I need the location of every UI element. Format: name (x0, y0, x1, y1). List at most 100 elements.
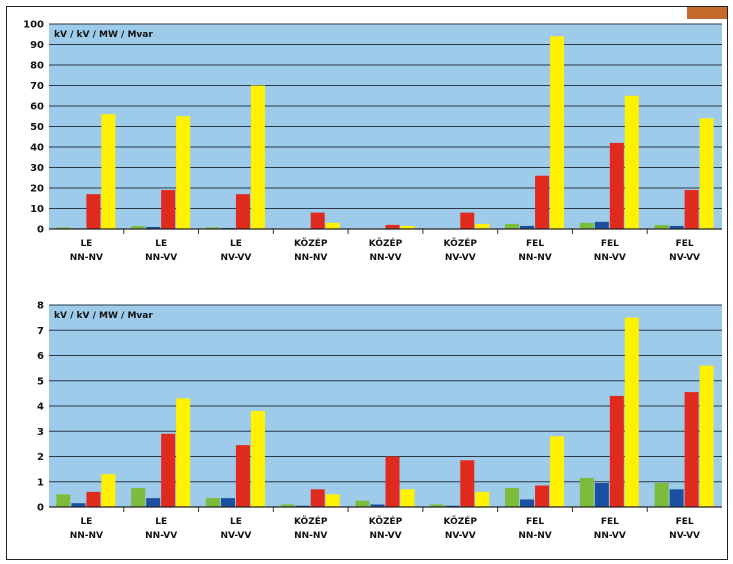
category-label-line1: FEL (601, 517, 619, 527)
y-tick-label: 2 (37, 452, 44, 463)
y-tick-label: 50 (30, 122, 44, 133)
bar-green-3 (205, 227, 220, 229)
bar-blue-7 (520, 225, 535, 229)
bar-red-4 (310, 489, 325, 507)
bar-yellow-7 (550, 436, 565, 507)
category-label-line1: LE (230, 239, 242, 249)
y-tick-label: 10 (30, 204, 44, 215)
bar-yellow-8 (624, 95, 639, 229)
bar-blue-2 (146, 226, 161, 229)
bar-red-2 (161, 190, 176, 229)
bar-yellow-1 (101, 474, 116, 507)
category-label-line2: NN-NV (294, 253, 327, 263)
bar-green-4 (280, 504, 295, 507)
chart-panel-1: 0 10 20 30 40 50 60 70 80 90 100 LE NN-NV LE NN-VV LE NV… (23, 20, 722, 263)
bar-green-9 (654, 483, 669, 507)
bar-green-2 (131, 488, 146, 507)
bar-green-8 (579, 477, 594, 507)
category-label-line1: FEL (601, 239, 619, 249)
figure-frame: 0 10 20 30 40 50 60 70 80 90 100 LE NN-NV LE NN-VV LE NV… (6, 6, 728, 560)
category-label-line2: NN-NV (70, 531, 103, 541)
bar-blue-6 (445, 505, 460, 507)
bar-yellow-6 (475, 223, 490, 229)
y-tick-label: 100 (23, 20, 44, 31)
bar-blue-8 (594, 483, 609, 507)
y-tick-label: 20 (30, 184, 44, 195)
y-tick-label: 1 (37, 477, 44, 488)
category-label-line1: LE (155, 239, 167, 249)
bar-blue-5 (370, 504, 385, 507)
category-label-line2: NV-VV (669, 253, 700, 263)
bar-yellow-9 (699, 365, 714, 507)
bar-red-7 (535, 175, 550, 229)
bar-yellow-7 (550, 36, 565, 229)
category-label-line2: NN-VV (369, 253, 401, 263)
bar-red-8 (609, 142, 624, 229)
category-label-line2: NN-VV (369, 531, 401, 541)
category-label-line2: NV-VV (445, 253, 476, 263)
category-label-line2: NN-VV (594, 531, 626, 541)
bar-yellow-4 (325, 494, 340, 507)
category-label-line1: LE (80, 239, 92, 249)
y-tick-label: 8 (37, 301, 44, 312)
bar-yellow-5 (400, 489, 415, 507)
unit-annotation: kV / kV / MW / Mvar (54, 311, 153, 321)
category-label-line2: NN-VV (594, 253, 626, 263)
bar-yellow-2 (176, 116, 191, 229)
bar-green-7 (505, 488, 520, 507)
y-tick-label: 40 (30, 143, 44, 154)
bar-red-5 (385, 224, 400, 229)
bar-yellow-1 (101, 114, 116, 229)
bar-blue-3 (220, 498, 235, 507)
y-tick-label: 0 (37, 503, 44, 514)
category-label-line1: LE (155, 517, 167, 527)
unit-annotation: kV / kV / MW / Mvar (54, 30, 153, 40)
category-label-line1: FEL (526, 517, 544, 527)
y-tick-label: 60 (30, 102, 44, 113)
category-label-line1: KÖZÉP (294, 237, 328, 249)
category-label-line2: NN-NV (518, 531, 551, 541)
category-label-line1: KÖZÉP (444, 515, 478, 527)
bar-blue-8 (594, 221, 609, 229)
bar-yellow-4 (325, 222, 340, 229)
bar-green-7 (505, 223, 520, 229)
bar-red-6 (460, 460, 475, 507)
bar-red-1 (86, 491, 101, 507)
category-label-line2: NV-VV (669, 531, 700, 541)
bar-red-9 (684, 392, 699, 507)
bar-red-1 (86, 194, 101, 229)
bar-blue-4 (295, 505, 310, 507)
y-tick-label: 90 (30, 40, 44, 51)
category-label-line2: NN-NV (518, 253, 551, 263)
bar-red-9 (684, 190, 699, 229)
y-tick-label: 0 (37, 225, 44, 236)
category-label-line2: NV-VV (221, 253, 252, 263)
category-label-line1: LE (80, 517, 92, 527)
bar-yellow-9 (699, 118, 714, 229)
category-label-line1: LE (230, 517, 242, 527)
category-label-line2: NN-NV (70, 253, 103, 263)
category-label-line2: NV-VV (221, 531, 252, 541)
bar-green-1 (56, 227, 71, 229)
bar-red-6 (460, 212, 475, 229)
y-tick-label: 4 (37, 402, 44, 413)
category-label-line2: NN-NV (294, 531, 327, 541)
bar-green-3 (205, 498, 220, 507)
bar-blue-7 (520, 499, 535, 507)
category-label-line1: KÖZÉP (444, 237, 478, 249)
bar-red-2 (161, 433, 176, 507)
category-label-line1: FEL (676, 239, 694, 249)
bar-red-5 (385, 456, 400, 507)
bar-green-6 (430, 504, 445, 507)
category-label-line1: FEL (526, 239, 544, 249)
y-tick-label: 6 (37, 351, 44, 362)
y-tick-label: 30 (30, 163, 44, 174)
bar-green-5 (355, 500, 370, 507)
bar-green-2 (131, 225, 146, 229)
category-label-line1: KÖZÉP (369, 237, 403, 249)
bar-green-1 (56, 494, 71, 507)
bar-yellow-8 (624, 317, 639, 507)
bar-yellow-6 (475, 491, 490, 507)
category-label-line1: KÖZÉP (369, 515, 403, 527)
bar-red-3 (235, 194, 250, 229)
